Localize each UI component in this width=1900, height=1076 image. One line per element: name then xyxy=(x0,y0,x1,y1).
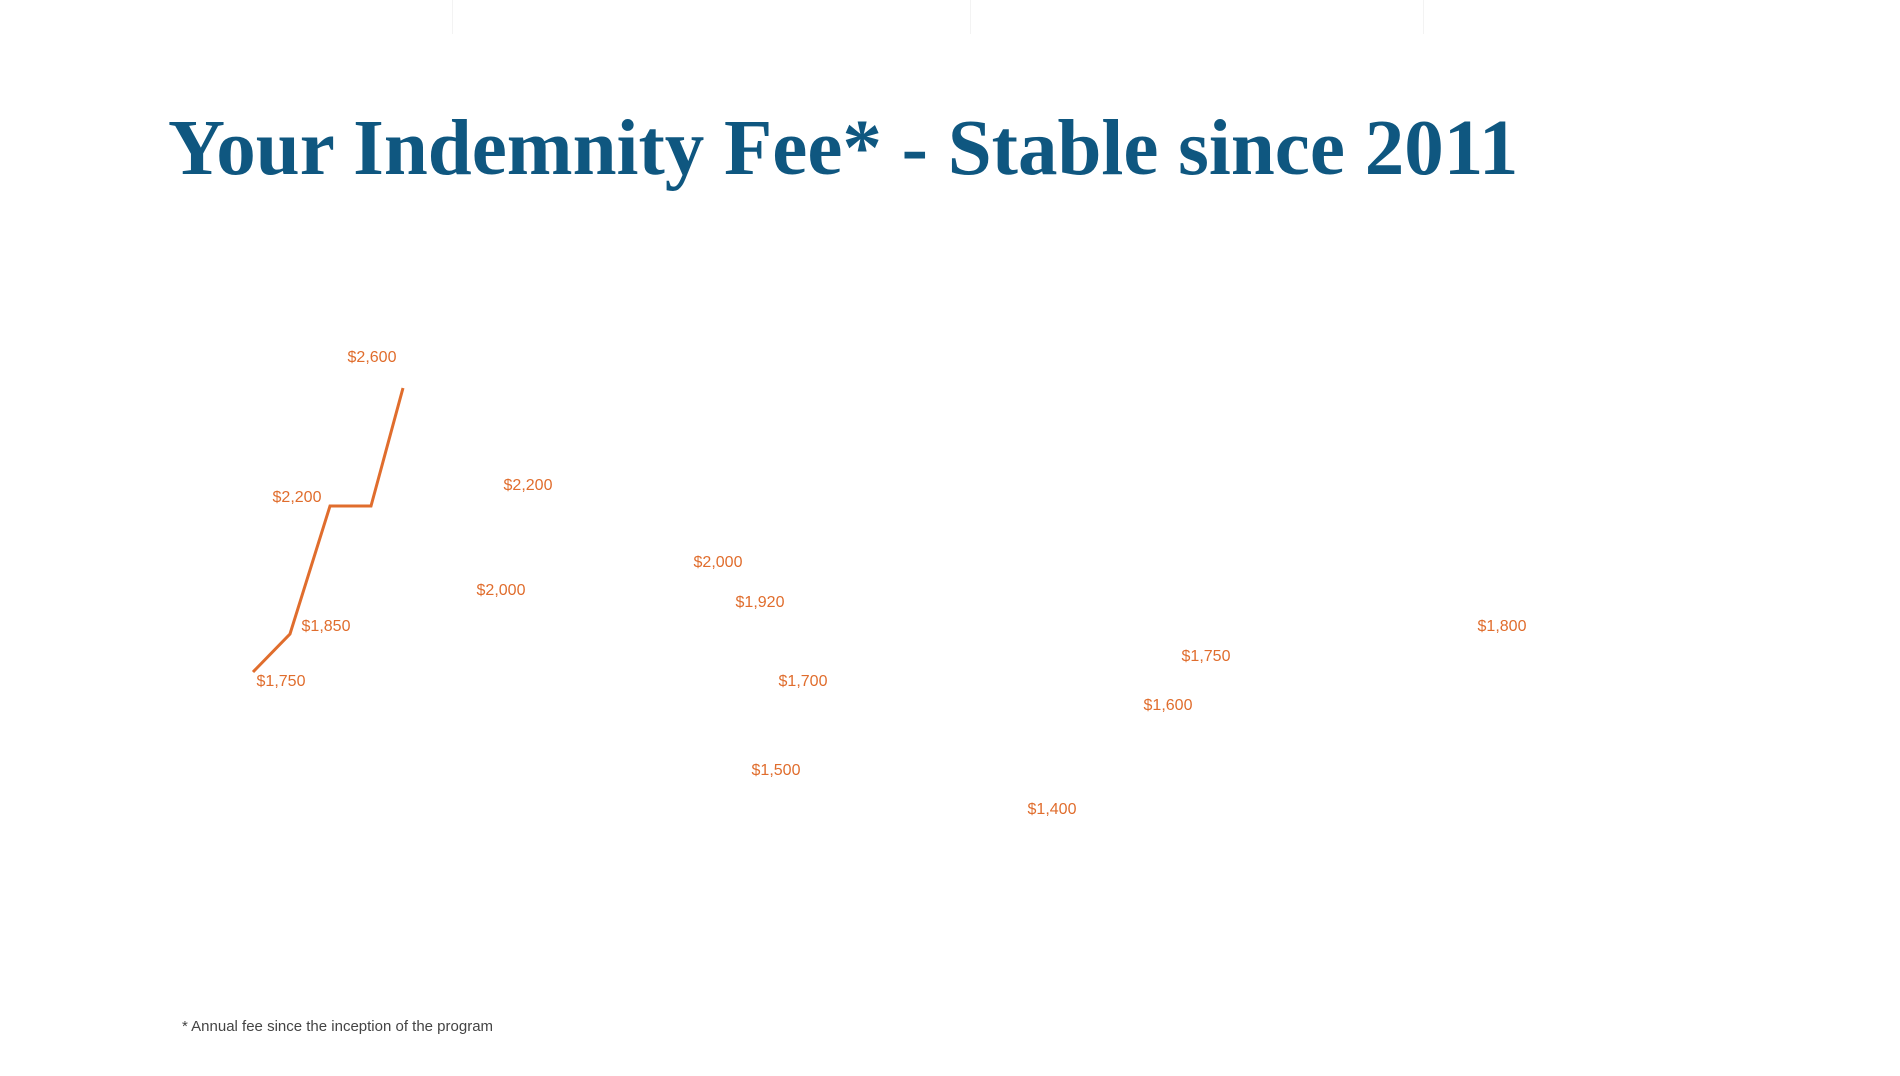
data-label: $1,700 xyxy=(779,673,828,690)
label-layer: $1,750 $1,850 $2,200 $2,600 $2,000 $2,200 $2,0… xyxy=(257,349,1527,818)
top-strip-segment xyxy=(971,0,1424,34)
data-label: $1,750 xyxy=(1182,648,1231,665)
data-label: $2,000 xyxy=(477,582,526,599)
fee-line-chart: $1,750 $1,850 $2,200 $2,600 $2,000 $2,200 $2,0… xyxy=(251,349,1527,818)
data-label: $2,000 xyxy=(694,554,743,571)
data-label: $1,750 xyxy=(257,673,306,690)
data-label: $1,920 xyxy=(736,594,785,611)
series-layer xyxy=(251,387,405,674)
data-label: $1,500 xyxy=(752,762,801,779)
data-label: $1,850 xyxy=(302,618,351,635)
data-label: $1,600 xyxy=(1144,697,1193,714)
data-label: $2,200 xyxy=(504,477,553,494)
top-strip xyxy=(0,0,1900,34)
data-label: $1,400 xyxy=(1028,801,1077,818)
top-strip-segment xyxy=(0,0,453,34)
series-line xyxy=(251,387,405,674)
data-label: $2,200 xyxy=(273,489,322,506)
data-label: $1,800 xyxy=(1478,618,1527,635)
footnote: * Annual fee since the inception of the … xyxy=(182,1018,494,1035)
data-label: $2,600 xyxy=(348,349,397,366)
page-title: Your Indemnity Fee* - Stable since 2011 xyxy=(168,105,1519,192)
top-strip-segment xyxy=(453,0,971,34)
